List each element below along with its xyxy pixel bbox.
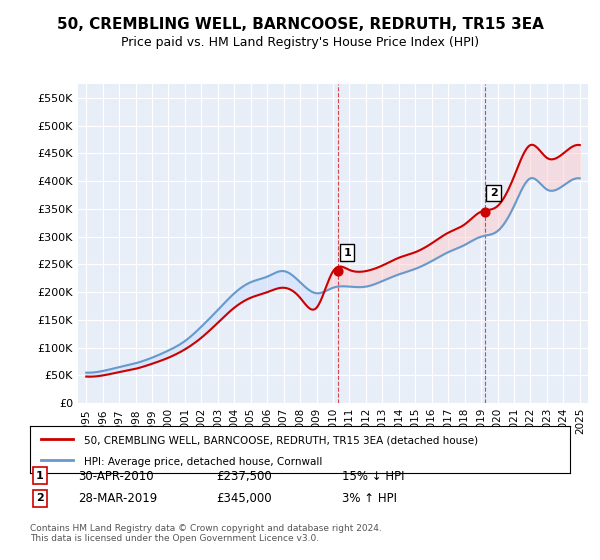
Point (480, 207, 490, 216)
Text: 1: 1 (36, 471, 44, 481)
Text: Price paid vs. HM Land Registry's House Price Index (HPI): Price paid vs. HM Land Registry's House … (121, 36, 479, 49)
Text: 2: 2 (490, 188, 497, 198)
Text: 1: 1 (343, 248, 351, 258)
Text: 2: 2 (36, 493, 44, 503)
Text: Contains HM Land Registry data © Crown copyright and database right 2024.
This d: Contains HM Land Registry data © Crown c… (30, 524, 382, 543)
Text: HPI: Average price, detached house, Cornwall: HPI: Average price, detached house, Corn… (84, 457, 322, 467)
Text: 50, CREMBLING WELL, BARNCOOSE, REDRUTH, TR15 3EA (detached house): 50, CREMBLING WELL, BARNCOOSE, REDRUTH, … (84, 436, 478, 446)
Text: £345,000: £345,000 (216, 492, 272, 505)
Text: 15% ↓ HPI: 15% ↓ HPI (342, 470, 404, 483)
Text: 50, CREMBLING WELL, BARNCOOSE, REDRUTH, TR15 3EA: 50, CREMBLING WELL, BARNCOOSE, REDRUTH, … (56, 17, 544, 32)
Text: 30-APR-2010: 30-APR-2010 (78, 470, 154, 483)
Text: 28-MAR-2019: 28-MAR-2019 (78, 492, 157, 505)
Text: 3% ↑ HPI: 3% ↑ HPI (342, 492, 397, 505)
Text: £237,500: £237,500 (216, 470, 272, 483)
Point (334, 267, 343, 276)
